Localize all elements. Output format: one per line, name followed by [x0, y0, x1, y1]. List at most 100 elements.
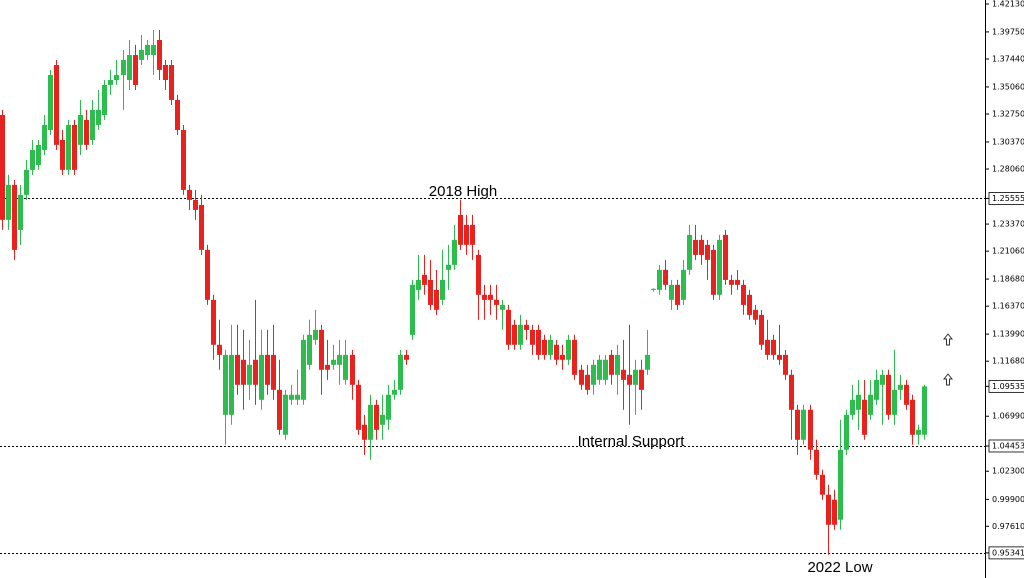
candle-body — [603, 359, 608, 380]
candle-body — [6, 184, 11, 220]
candle-body — [579, 369, 584, 385]
candle-body — [422, 274, 427, 285]
candle-body — [127, 55, 132, 81]
candle-body — [548, 339, 553, 355]
candle-body — [693, 239, 698, 255]
candle-body — [699, 239, 704, 255]
candle-body — [0, 114, 5, 220]
candle-body — [771, 339, 776, 355]
tick-box — [988, 546, 1024, 560]
candle-body — [476, 254, 481, 295]
candle-body — [868, 394, 873, 415]
candle-body — [585, 374, 590, 390]
candle-body — [440, 279, 445, 300]
candle-body — [850, 399, 855, 415]
y-tick-label: 1.09535 — [992, 382, 1024, 391]
candle-body — [777, 354, 782, 360]
candle-body — [506, 309, 511, 345]
candle-body — [48, 74, 53, 130]
candle-body — [337, 354, 342, 365]
candle-body — [350, 354, 355, 385]
candle-body — [223, 354, 228, 415]
candle-body — [24, 169, 29, 195]
candle-body — [910, 399, 915, 435]
candle-body — [560, 354, 565, 360]
candle-body — [398, 354, 403, 390]
y-tick-label: 1.25555 — [992, 194, 1024, 203]
candle-body — [904, 384, 909, 405]
annotation: 2018 High — [429, 183, 497, 200]
candle-body — [90, 109, 95, 140]
candle-body — [84, 119, 89, 145]
candle-body — [169, 64, 174, 100]
candle-body — [313, 329, 318, 340]
candle-body — [597, 359, 602, 380]
y-tick-label: 1.21060 — [992, 247, 1024, 256]
candle-body — [356, 384, 361, 430]
candle-body — [187, 189, 192, 200]
candle-body — [235, 354, 240, 385]
candle-body — [765, 339, 770, 355]
candle-body — [78, 114, 83, 145]
candle-body — [283, 394, 288, 435]
candle-body — [175, 99, 180, 130]
candle-body — [633, 369, 638, 385]
candle-body — [922, 386, 927, 435]
candle-body — [265, 354, 270, 385]
candle-body — [820, 474, 825, 495]
candle-body — [229, 354, 234, 415]
candle-body — [542, 339, 547, 355]
candle-body — [343, 354, 348, 380]
candle-body — [410, 284, 415, 335]
candle-body — [832, 499, 837, 525]
candle-body — [572, 339, 577, 375]
candle-body — [639, 369, 644, 390]
y-tick-label: 1.13990 — [992, 330, 1024, 339]
candle-body — [814, 449, 819, 475]
candle-body — [856, 394, 861, 410]
candle-body — [747, 294, 752, 315]
candle-body — [651, 288, 656, 290]
candle-body — [801, 409, 806, 440]
candle-body — [145, 44, 150, 56]
candle-body — [205, 249, 210, 300]
candle-body — [808, 409, 813, 450]
y-tick-label: 0.97610 — [992, 522, 1024, 531]
candle-body — [554, 344, 559, 360]
candle-body — [657, 269, 662, 290]
y-tick-label: 1.42130 — [992, 0, 1024, 8]
candle-body — [862, 399, 867, 435]
candle-body — [404, 354, 409, 360]
y-tick-label: 1.02300 — [992, 467, 1024, 476]
y-tick-label: 1.39750 — [992, 27, 1024, 36]
candle-body — [494, 299, 499, 305]
candle-body — [536, 329, 541, 355]
candle-body — [609, 354, 614, 375]
candle-body — [380, 414, 385, 425]
candle-body — [416, 279, 421, 290]
candle-body — [319, 329, 324, 370]
y-tick-label: 1.35060 — [992, 82, 1024, 91]
candle-body — [325, 364, 330, 370]
candle-body — [874, 379, 879, 400]
candle-body — [464, 224, 469, 245]
y-tick-label: 1.18680 — [992, 275, 1024, 284]
candle-body — [886, 374, 891, 415]
candle-body — [36, 144, 41, 165]
y-tick-label: 1.16370 — [992, 302, 1024, 311]
candle-body — [199, 204, 204, 250]
candle-body — [193, 199, 198, 210]
candle-body — [458, 214, 463, 245]
candle-body — [723, 234, 728, 280]
candle-body — [844, 414, 849, 450]
arrow-icon — [942, 333, 954, 346]
candle-body — [645, 354, 650, 370]
candle-body — [271, 354, 276, 390]
candle-body — [392, 389, 397, 395]
candle-body — [759, 314, 764, 345]
candle-body — [826, 494, 831, 525]
candle-body — [675, 284, 680, 305]
candle-body — [892, 389, 897, 415]
